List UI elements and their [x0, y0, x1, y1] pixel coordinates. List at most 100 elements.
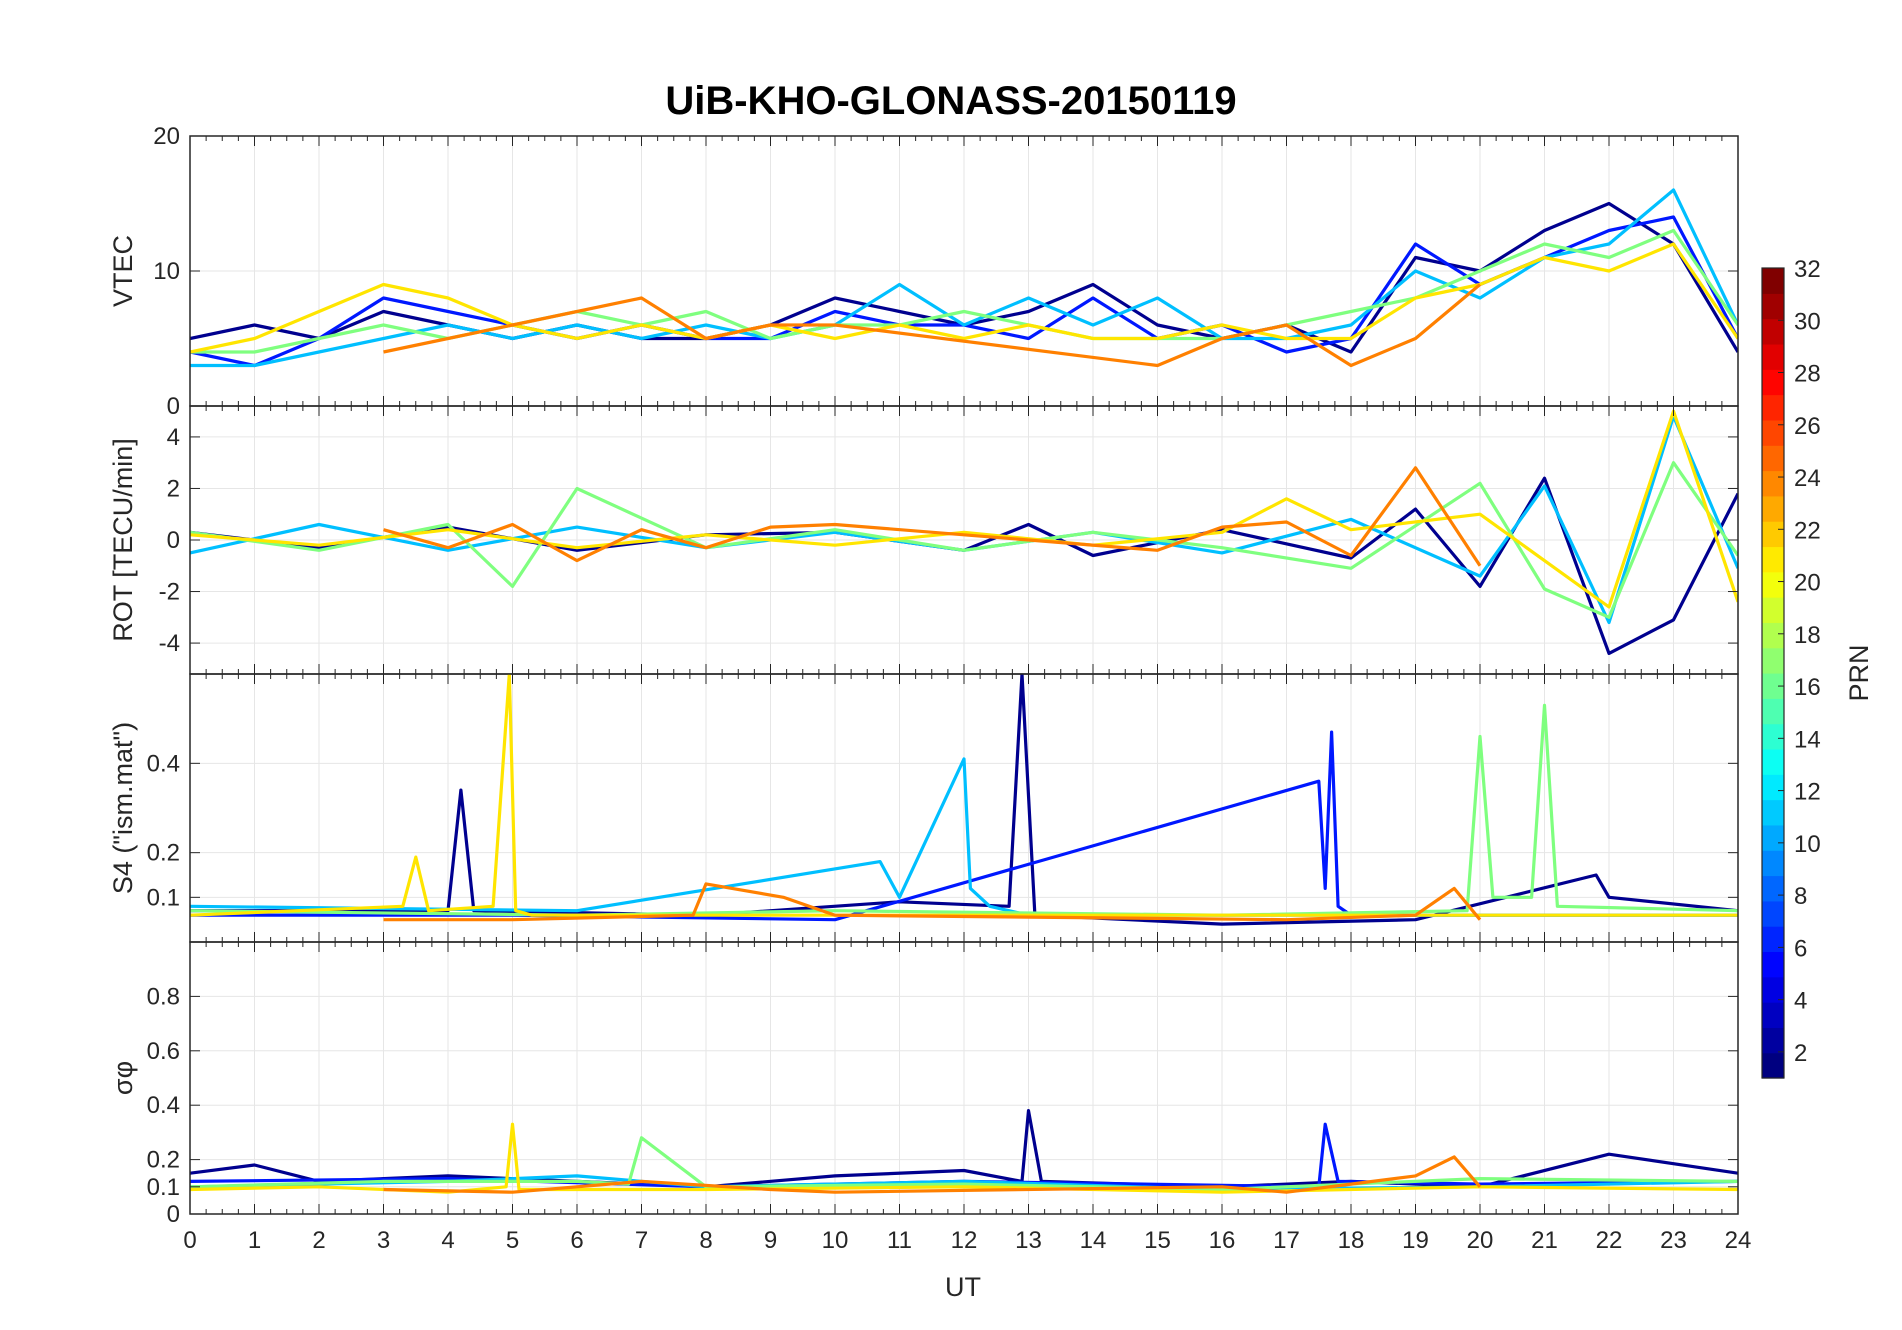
colorbar-swatch: [1762, 799, 1784, 826]
series-line-4: [190, 703, 1738, 917]
x-tick-label: 1: [248, 1227, 261, 1254]
x-tick-label: 22: [1596, 1227, 1623, 1254]
colorbar-swatch: [1762, 976, 1784, 1003]
x-tick-label: 2: [312, 1227, 325, 1254]
y-tick-label: 0.2: [147, 1147, 180, 1174]
colorbar-tick-label: 14: [1794, 726, 1821, 753]
colorbar-swatch: [1762, 318, 1784, 345]
colorbar-swatch: [1762, 419, 1784, 446]
y-tick-label: 2: [167, 475, 180, 502]
y-axis-label: VTEC: [108, 235, 138, 307]
y-tick-label: 0.4: [147, 1092, 180, 1119]
colorbar-tick-label: 20: [1794, 570, 1821, 597]
colorbar-tick-label: 18: [1794, 622, 1821, 649]
y-tick-label: 4: [167, 424, 180, 451]
colorbar-swatch: [1762, 622, 1784, 649]
colorbar-swatch: [1762, 495, 1784, 522]
x-tick-label: 0: [183, 1227, 196, 1254]
y-tick-label: 10: [153, 258, 180, 285]
x-tick-label: 5: [506, 1227, 519, 1254]
colorbar-tick-label: 16: [1794, 674, 1821, 701]
colorbar-swatch: [1762, 875, 1784, 902]
x-tick-label: 10: [822, 1227, 849, 1254]
x-tick-label: 8: [699, 1227, 712, 1254]
colorbar-tick-label: 10: [1794, 831, 1821, 858]
series-group: [190, 674, 1738, 926]
colorbar-swatch: [1762, 900, 1784, 927]
colorbar-swatch: [1762, 470, 1784, 497]
colorbar-swatch: [1762, 369, 1784, 396]
panel-3: 0.1 0.2 0.4 S4 ("ism.mat"): [108, 673, 1739, 943]
colorbar-swatch: [1762, 951, 1784, 978]
x-tick-label: 14: [1080, 1227, 1107, 1254]
x-tick-label: 19: [1402, 1227, 1429, 1254]
panel-4: 00.10.2 0.4 0.6 0.8 σφ: [108, 941, 1739, 1228]
y-tick-label: 0: [167, 527, 180, 554]
x-tick-label: 3: [377, 1227, 390, 1254]
colorbar-frame: [1761, 267, 1785, 1079]
series-line-6: [383, 882, 1482, 922]
y-tick-label: 0: [167, 393, 180, 420]
series-group: [190, 409, 1738, 656]
series-line-3: [190, 188, 1738, 368]
y-tick-label: 0.6: [147, 1038, 180, 1065]
y-tick-label: 20: [153, 123, 180, 150]
colorbar-swatch: [1762, 698, 1784, 725]
colorbar-label: PRN: [1844, 644, 1874, 701]
colorbar-swatch: [1762, 1002, 1784, 1028]
x-tick-label: 18: [1338, 1227, 1365, 1254]
colorbar-swatch: [1762, 268, 1784, 294]
colorbar-swatch: [1762, 774, 1784, 801]
series-group: [190, 1108, 1738, 1194]
x-tick-label: 16: [1209, 1227, 1236, 1254]
y-tick-label: -4: [159, 630, 180, 657]
colorbar-swatch: [1762, 394, 1784, 421]
x-axis-label: UT: [945, 1272, 981, 1302]
y-axis-label: σφ: [108, 1061, 138, 1095]
colorbar-swatch: [1762, 546, 1784, 573]
colorbar-swatch: [1762, 571, 1784, 598]
colorbar-tick-label: 6: [1794, 935, 1807, 962]
x-tick-label: 24: [1725, 1227, 1752, 1254]
colorbar-tick-label: 30: [1794, 308, 1821, 335]
colorbar-tick-label: 4: [1794, 988, 1807, 1015]
x-tick-label: 23: [1660, 1227, 1687, 1254]
colorbar-tick-label: 2: [1794, 1040, 1807, 1067]
colorbar-swatch: [1762, 445, 1784, 472]
colorbar-tick-label: 12: [1794, 779, 1821, 806]
colorbar-tick-label: 22: [1794, 517, 1821, 544]
series-group: [190, 188, 1738, 368]
y-tick-label: 0.1: [147, 884, 180, 911]
colorbar-swatch: [1762, 926, 1784, 953]
panel-1: 0 10 20 VTEC: [108, 123, 1739, 420]
series-line-5: [383, 466, 1482, 567]
series-line-6: [383, 1155, 1482, 1194]
x-tick-label: 4: [441, 1227, 454, 1254]
y-tick-label: 0.2: [147, 840, 180, 867]
x-tick-label: 15: [1144, 1227, 1171, 1254]
colorbar-swatch: [1762, 1027, 1784, 1054]
colorbar-swatch: [1762, 673, 1784, 699]
colorbar-tick-label: 24: [1794, 465, 1821, 492]
x-tick-label: 9: [764, 1227, 777, 1254]
y-tick-label: 0.4: [147, 750, 180, 777]
colorbar-swatch: [1762, 597, 1784, 623]
panel-2: -4 -2 0 2 4 ROT [TECU/min]: [108, 405, 1739, 675]
colorbar-tick-label: 28: [1794, 361, 1821, 388]
y-tick-label: -2: [159, 579, 180, 606]
x-tick-label: 20: [1467, 1227, 1494, 1254]
colorbar-swatch: [1762, 723, 1784, 750]
chart-title: UiB-KHO-GLONASS-20150119: [665, 79, 1236, 123]
x-tick-label: 21: [1531, 1227, 1558, 1254]
colorbar-tick-label: 32: [1794, 256, 1821, 283]
y-axis-label: S4 ("ism.mat"): [108, 722, 138, 894]
colorbar-swatch: [1762, 748, 1784, 775]
x-tick-label: 17: [1273, 1227, 1300, 1254]
series-line-6: [383, 283, 1482, 368]
y-tick-label: 0: [167, 1201, 180, 1228]
colorbar-swatch: [1762, 1052, 1784, 1079]
x-tick-label: 11: [887, 1227, 912, 1254]
